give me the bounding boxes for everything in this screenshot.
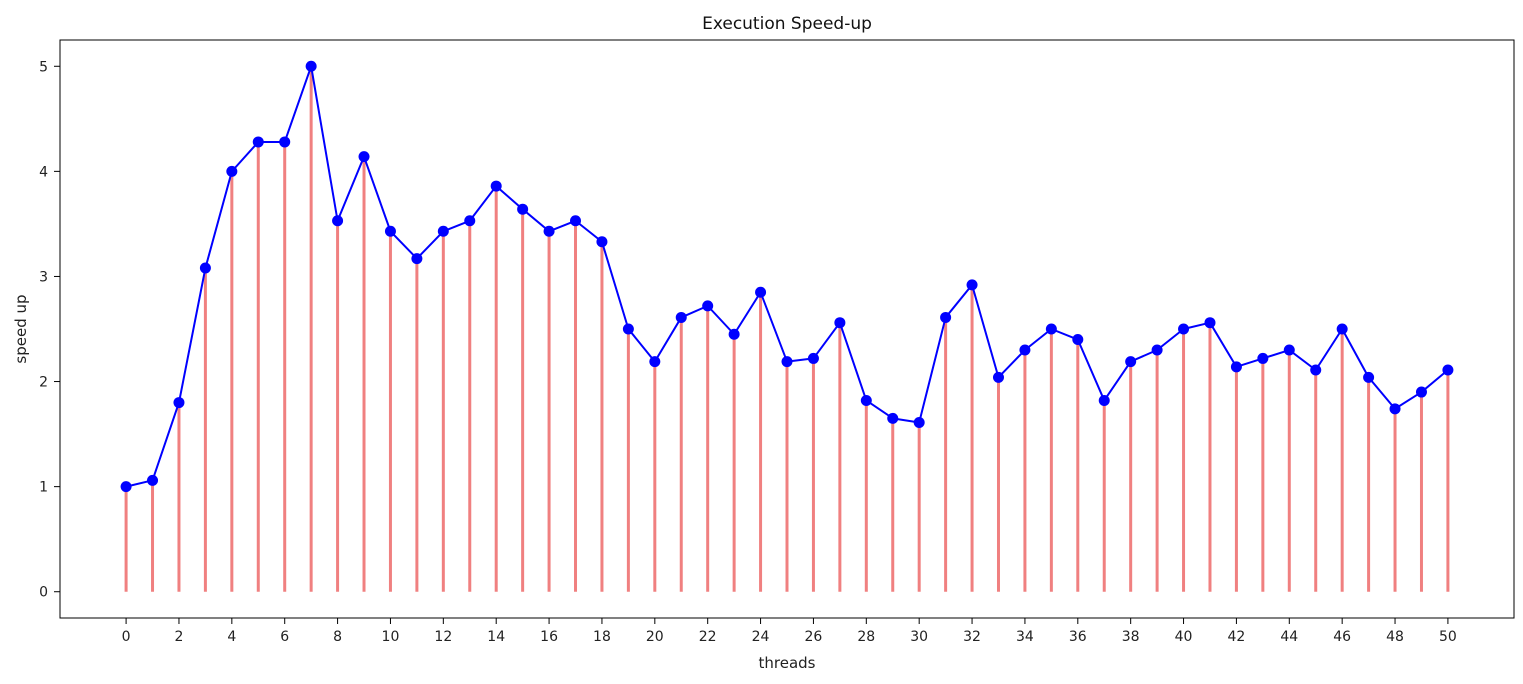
x-tick-label: 2: [175, 629, 184, 645]
x-tick-label: 10: [382, 629, 400, 645]
x-tick-label: 26: [805, 629, 823, 645]
data-point-24: [755, 286, 767, 298]
data-point-13: [464, 215, 476, 227]
chart-title: Execution Speed-up: [702, 14, 872, 34]
data-point-28: [860, 394, 872, 406]
x-axis-label: threads: [759, 654, 816, 672]
data-point-14: [490, 180, 502, 192]
data-point-45: [1310, 364, 1322, 376]
data-point-38: [1125, 356, 1137, 368]
x-tick-label: 12: [434, 629, 452, 645]
data-point-11: [411, 253, 423, 265]
data-point-25: [781, 356, 793, 368]
data-point-22: [702, 300, 714, 312]
y-axis-ticks: 0 1 2 3 4 5: [39, 59, 60, 601]
data-point-0: [120, 481, 132, 493]
y-tick-label: 1: [39, 480, 48, 496]
data-point-40: [1178, 323, 1190, 335]
data-point-23: [728, 328, 740, 340]
x-tick-label: 8: [333, 629, 342, 645]
data-point-39: [1151, 344, 1163, 356]
data-point-50: [1442, 364, 1454, 376]
data-point-34: [1019, 344, 1031, 356]
y-tick-label: 5: [39, 59, 48, 75]
stems-layer: [124, 66, 1450, 592]
data-point-43: [1257, 352, 1269, 364]
y-tick-label: 2: [39, 375, 48, 391]
x-tick-label: 40: [1175, 629, 1193, 645]
data-point-27: [834, 317, 846, 329]
data-point-19: [622, 323, 634, 335]
data-point-8: [332, 215, 344, 227]
data-point-17: [570, 215, 582, 227]
points-layer: [120, 60, 1454, 493]
y-tick-label: 4: [39, 164, 48, 180]
data-point-3: [199, 262, 211, 274]
x-tick-label: 48: [1386, 629, 1404, 645]
data-point-20: [649, 356, 661, 368]
x-tick-label: 24: [752, 629, 770, 645]
x-tick-label: 36: [1069, 629, 1087, 645]
x-tick-label: 16: [540, 629, 558, 645]
data-point-15: [517, 203, 529, 215]
y-axis-label: speed up: [12, 294, 30, 363]
data-point-18: [596, 236, 608, 248]
data-point-26: [807, 352, 819, 364]
x-tick-label: 32: [963, 629, 981, 645]
data-point-44: [1283, 344, 1295, 356]
data-point-35: [1045, 323, 1057, 335]
data-point-30: [913, 417, 925, 429]
data-point-1: [147, 474, 159, 486]
data-point-12: [437, 225, 449, 237]
x-tick-label: 14: [487, 629, 505, 645]
x-tick-label: 42: [1228, 629, 1246, 645]
data-point-42: [1230, 361, 1242, 373]
data-point-7: [305, 60, 317, 72]
x-tick-label: 28: [857, 629, 875, 645]
x-tick-label: 30: [910, 629, 928, 645]
y-tick-label: 0: [39, 585, 48, 601]
data-point-6: [279, 136, 291, 148]
data-point-9: [358, 151, 370, 163]
data-point-49: [1415, 386, 1427, 398]
x-tick-label: 6: [280, 629, 289, 645]
data-point-16: [543, 225, 555, 237]
x-tick-label: 44: [1280, 629, 1298, 645]
data-point-2: [173, 397, 185, 409]
x-tick-label: 34: [1016, 629, 1034, 645]
y-tick-label: 3: [39, 269, 48, 285]
x-tick-label: 22: [699, 629, 717, 645]
data-point-31: [940, 311, 952, 323]
x-tick-label: 46: [1333, 629, 1351, 645]
x-tick-label: 4: [227, 629, 236, 645]
x-axis-ticks: 0 2 4 6 8 10 12 14 16 18 20 22 24 26 28 30 32 34 36 38 40 42 4…: [122, 618, 1457, 645]
data-point-10: [384, 225, 396, 237]
data-point-41: [1204, 317, 1216, 329]
data-point-4: [226, 165, 238, 177]
data-point-29: [887, 412, 899, 424]
data-point-36: [1072, 334, 1084, 346]
x-tick-label: 38: [1122, 629, 1140, 645]
x-tick-label: 0: [122, 629, 131, 645]
data-point-33: [992, 371, 1004, 383]
data-point-48: [1389, 403, 1401, 415]
data-point-47: [1363, 371, 1375, 383]
data-point-5: [252, 136, 264, 148]
x-tick-label: 18: [593, 629, 611, 645]
x-tick-label: 20: [646, 629, 664, 645]
data-point-21: [675, 311, 687, 323]
data-point-46: [1336, 323, 1348, 335]
data-point-37: [1098, 394, 1110, 406]
plot-frame: [59, 39, 1515, 619]
x-tick-label: 50: [1439, 629, 1457, 645]
data-point-32: [966, 279, 978, 291]
